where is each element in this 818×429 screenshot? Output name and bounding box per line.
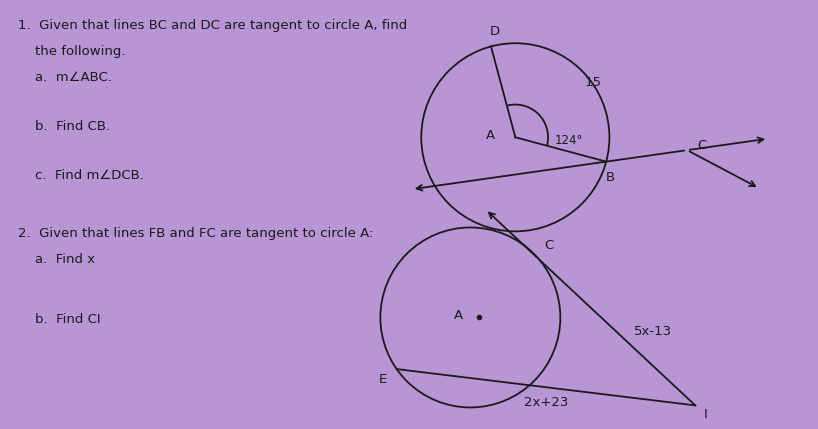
Text: 15: 15 [585,76,602,89]
Text: b.  Find CI: b. Find CI [18,313,101,326]
Text: 2x+23: 2x+23 [524,396,569,409]
Text: the following.: the following. [18,45,125,58]
Text: I: I [703,408,708,420]
Text: 2.  Given that lines FB and FC are tangent to circle A:: 2. Given that lines FB and FC are tangen… [18,227,373,240]
Text: c.  Find m∠DCB.: c. Find m∠DCB. [18,169,144,182]
Text: C: C [697,139,706,152]
Text: B: B [606,171,615,184]
Text: b.  Find CB.: b. Find CB. [18,120,110,133]
Text: E: E [379,373,387,387]
Text: 1.  Given that lines BC and DC are tangent to circle A, find: 1. Given that lines BC and DC are tangen… [18,19,407,32]
Text: a.  m∠ABC.: a. m∠ABC. [18,71,112,84]
Text: 5x-13: 5x-13 [634,325,672,338]
Text: A: A [453,309,463,322]
Text: D: D [490,25,500,38]
Text: 124°: 124° [555,134,583,147]
Text: A: A [486,129,496,142]
Text: a.  Find x: a. Find x [18,253,95,266]
Text: C: C [544,239,554,252]
